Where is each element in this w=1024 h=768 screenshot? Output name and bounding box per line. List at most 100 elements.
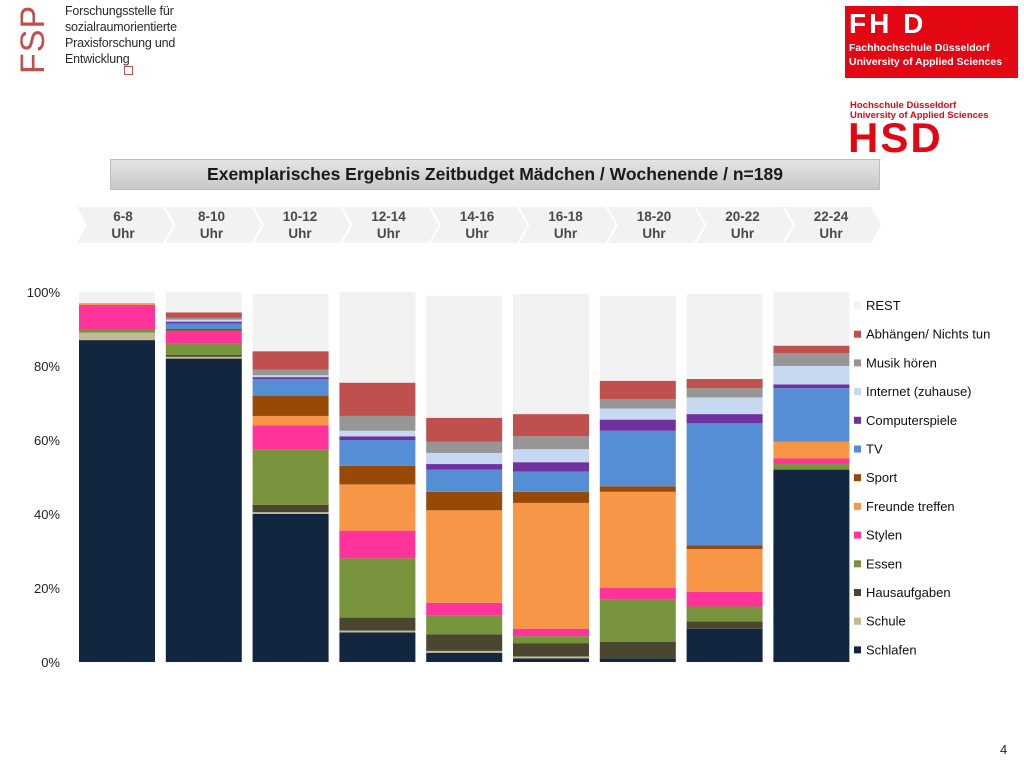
bar-segment [79, 340, 155, 662]
bar-segment [773, 469, 850, 662]
bar-segment [513, 656, 589, 659]
bar-segment [686, 621, 763, 629]
bar-segment [252, 395, 329, 416]
fspe-logo: FSPE Forschungsstelle für sozialraumorie… [12, 4, 177, 76]
fhd-logo: FH D Fachhochschule Düsseldorf Universit… [845, 6, 1018, 78]
time-slot-label: Uhr [111, 226, 135, 241]
bar-segment [339, 465, 416, 485]
bar-segment [599, 588, 676, 600]
bar-segment [79, 303, 155, 305]
legend-label: TV [866, 442, 883, 457]
bar-segment [599, 486, 676, 492]
bar-segment [686, 293, 763, 379]
bar-segment [599, 641, 676, 659]
bar-segment [513, 491, 589, 503]
bar-segment [339, 617, 416, 631]
time-slot-label: 8-10 [198, 209, 225, 224]
time-slot-label: 14-16 [460, 209, 495, 224]
bars [79, 292, 850, 662]
bar-segment [686, 545, 763, 550]
hsd-mark: HSD [848, 114, 943, 161]
fspe-letters-text: FSPE [14, 4, 50, 74]
legend-swatch [854, 617, 861, 625]
legend-swatch [854, 560, 861, 568]
time-slot-arrows: 6-8 Uhr 8-10 Uhr 10-12 Uhr 12-14 Uhr 14-16 Uhr 16-… [77, 207, 881, 243]
bar-segment [426, 452, 503, 465]
bar-segment [252, 351, 329, 370]
bar-segment [79, 304, 155, 329]
y-tick-label: 60% [34, 433, 60, 448]
time-slot-label: Uhr [819, 226, 843, 241]
legend-label: Musik hören [866, 355, 937, 370]
fspe-line-4: Entwicklung [65, 52, 130, 66]
bar-segment [773, 441, 850, 459]
bar-segment [165, 329, 242, 331]
legend-swatch [854, 646, 861, 654]
time-slot-label: Uhr [642, 226, 666, 241]
bar-segment [165, 343, 242, 355]
bar-segment [252, 415, 329, 426]
bar-segment [426, 510, 503, 603]
time-slot-arrow [519, 207, 616, 243]
bar-segment [79, 329, 155, 333]
bar-segment [79, 332, 155, 341]
fspe-line-1: Forschungsstelle für [65, 4, 174, 18]
bar-segment [426, 650, 503, 653]
legend-swatch [854, 330, 861, 338]
bar-segment [513, 449, 589, 463]
legend-swatch [854, 474, 861, 482]
bar-segment [339, 415, 416, 431]
bar-segment [426, 441, 503, 453]
fspe-letters: FSPE [14, 4, 50, 74]
y-tick-label: 20% [34, 581, 60, 596]
legend-label: Abhängen/ Nichts tun [866, 327, 990, 342]
bar-segment [165, 317, 242, 320]
bar-segment [513, 293, 589, 415]
bar-segment [252, 514, 329, 662]
bar-segment [165, 354, 242, 357]
bar-segment [773, 292, 850, 346]
legend-label: Freunde treffen [866, 499, 955, 514]
legend-swatch [854, 445, 861, 453]
bar-segment [252, 378, 329, 396]
bar-segment [339, 382, 416, 416]
bar-segment [686, 378, 763, 389]
bar-segment [599, 295, 676, 381]
bar-segment [252, 512, 329, 514]
bar-segment [773, 388, 850, 442]
bar-segment [599, 599, 676, 642]
fhd-line-2: University of Applied Sciences [849, 56, 1003, 68]
bar-segment [599, 658, 676, 662]
y-axis: 0% 20% 40% 60% 80% 100% [27, 285, 61, 670]
legend: REST Abhängen/ Nichts tun Musik hören Inter… [854, 298, 990, 657]
bar-segment [599, 408, 676, 420]
time-slot-arrow [696, 207, 793, 243]
time-slot-arrow [431, 207, 527, 243]
time-slot-label: 10-12 [283, 209, 318, 224]
time-slot-label: 6-8 [113, 209, 133, 224]
bar-segment [599, 399, 676, 409]
bar-segment [513, 471, 589, 492]
bar-segment [426, 464, 503, 470]
bar-segment [599, 380, 676, 400]
bar-segment [686, 628, 763, 662]
bar-segment [252, 293, 329, 352]
time-slot-label: Uhr [554, 226, 578, 241]
fspe-line-2: sozialraumorientierte [65, 20, 177, 34]
bar-segment [773, 464, 850, 470]
bar-segment [426, 295, 503, 418]
bar-segment [252, 449, 329, 505]
bar-segment [773, 366, 850, 385]
bar-segment [165, 312, 242, 318]
time-slot-label: Uhr [288, 226, 312, 241]
legend-swatch [854, 502, 861, 510]
legend-label: Sport [866, 470, 897, 485]
bar-segment [339, 292, 416, 383]
hsd-line-2: University of Applied Sciences [850, 110, 989, 121]
bar-segment [513, 628, 589, 637]
time-slot-arrow [608, 207, 704, 243]
bar-segment [599, 419, 676, 431]
bar-segment [599, 430, 676, 487]
bar-segment [339, 430, 416, 437]
legend-label: Schlafen [866, 642, 917, 657]
